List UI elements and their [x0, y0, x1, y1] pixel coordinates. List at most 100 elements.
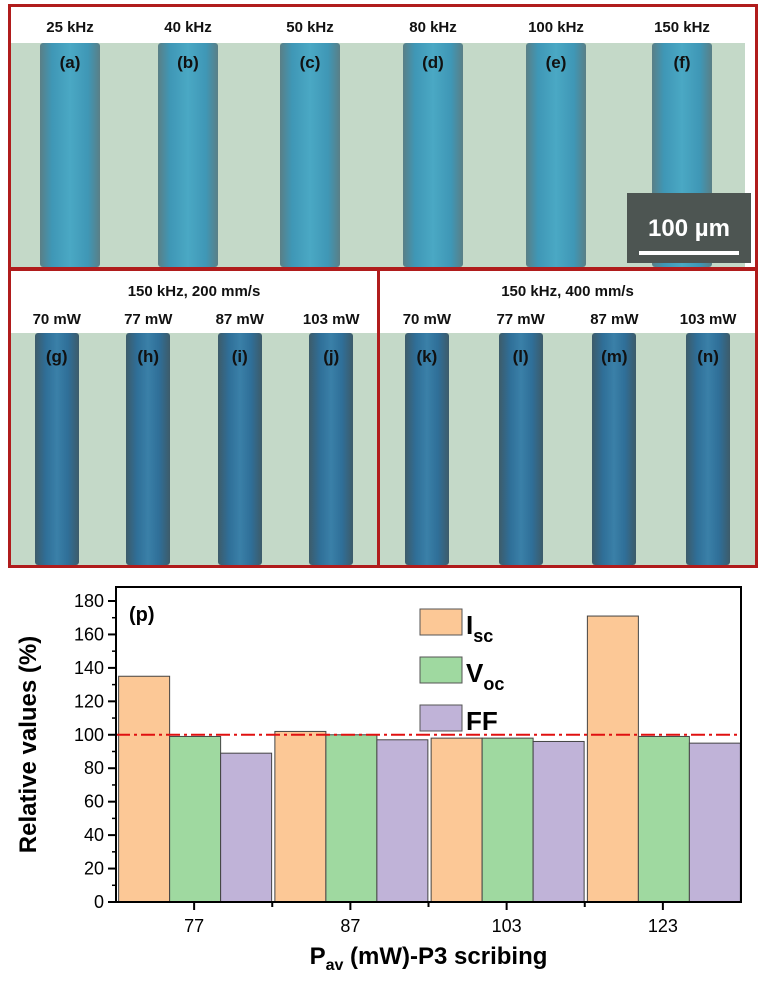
x-tick-label: 103 — [492, 916, 522, 936]
scribe-line — [404, 333, 449, 565]
power-label: 70 mW — [32, 311, 81, 328]
micrograph — [102, 333, 194, 565]
scribe-line — [158, 43, 218, 267]
frequency-label: 40 kHz — [164, 19, 212, 36]
x-tick-label: 87 — [340, 916, 360, 936]
y-tick-label: 80 — [84, 758, 104, 778]
legend-swatch — [419, 656, 463, 684]
y-tick-label: 40 — [84, 825, 104, 845]
power-label: 103 mW — [679, 311, 737, 328]
sublabel: (b) — [177, 53, 199, 72]
sublabel: (g) — [45, 347, 68, 366]
sublabel: (i) — [231, 347, 248, 366]
bar-ff — [376, 739, 429, 903]
micrograph — [380, 333, 474, 565]
bar-ff — [220, 752, 273, 903]
bar-voc — [169, 735, 222, 903]
bar-isc — [118, 675, 171, 903]
x-axis-label-part: P — [310, 943, 326, 970]
x-axis-label: Pav (mW)-P3 scribing — [310, 943, 548, 974]
power-label: 77 mW — [124, 311, 173, 328]
micrograph — [285, 333, 377, 565]
y-tick-label: 20 — [84, 859, 104, 879]
bar-ff — [688, 742, 741, 903]
frequency-label: 150 kHz — [654, 19, 710, 36]
micrograph — [129, 43, 247, 267]
x-axis-label-part: (mW)-P3 scribing — [343, 943, 547, 970]
micrograph — [493, 43, 619, 267]
power-label: 70 mW — [402, 311, 452, 328]
left-panel: 150 kHz, 200 mm/s 70 mW (g) 77 mW (h) 87 mW (i… — [8, 268, 380, 568]
micrograph — [194, 333, 286, 565]
frequency-label: 50 kHz — [286, 19, 334, 36]
bar-voc — [481, 737, 534, 903]
scribe-line — [280, 43, 340, 267]
plot-frame — [115, 586, 742, 903]
legend-main: FF — [466, 706, 498, 736]
panel-title: 150 kHz, 400 mm/s — [501, 283, 634, 300]
power-label: 87 mW — [590, 311, 639, 328]
power-label: 87 mW — [215, 311, 264, 328]
micrograph — [11, 333, 103, 565]
scribe-line — [34, 333, 79, 565]
micrograph — [11, 43, 129, 267]
legend-main: V — [466, 658, 484, 688]
bar-isc — [274, 730, 327, 903]
micrograph — [373, 43, 493, 267]
y-tick-label: 100 — [74, 725, 104, 745]
bar-voc — [637, 735, 690, 903]
micrograph — [661, 333, 755, 565]
legend-sub: oc — [483, 674, 504, 694]
micrograph — [473, 333, 568, 565]
scribe-line — [309, 333, 354, 565]
frequency-label: 80 kHz — [409, 19, 457, 36]
scribe-line — [217, 333, 262, 565]
sublabel: (j) — [323, 347, 340, 366]
scale-bar: 100 µm — [627, 193, 751, 263]
bar-isc — [430, 737, 483, 903]
bar-chart: 77 87 103 123 0 20 40 60 80 100 120 140 160 180 Relati… — [15, 586, 742, 974]
y-tick-label: 140 — [74, 658, 104, 678]
scribe-line — [592, 333, 637, 565]
scribe-line — [403, 43, 463, 267]
x-tick-label: 123 — [648, 916, 678, 936]
legend-sub: sc — [473, 626, 493, 646]
micrograph — [567, 333, 662, 565]
right-panel: 150 kHz, 400 mm/s 70 mW (k) 77 mW (l) 87 mW (m… — [377, 268, 758, 568]
bar-ff — [532, 740, 585, 903]
x-axis-label-part: av — [326, 957, 344, 974]
sublabel: (l) — [512, 347, 529, 366]
frequency-label: 100 kHz — [528, 19, 584, 36]
y-tick-label: 160 — [74, 624, 104, 644]
legend-label: Voc — [466, 658, 504, 694]
x-tick-label: 77 — [184, 916, 204, 936]
bar-voc — [325, 734, 378, 903]
scribe-line — [526, 43, 586, 267]
y-tick-label: 120 — [74, 691, 104, 711]
scribe-line — [40, 43, 100, 267]
legend-swatch — [419, 608, 463, 636]
legend-main: I — [466, 610, 473, 640]
y-tick-label: 180 — [74, 591, 104, 611]
sublabel: (n) — [697, 347, 719, 366]
bar-isc — [586, 615, 639, 903]
scribe-line — [498, 333, 543, 565]
scribe-line — [686, 333, 731, 565]
sublabel: (m) — [601, 347, 628, 366]
power-label: 103 mW — [302, 311, 360, 328]
sublabel: (h) — [137, 347, 160, 366]
legend-label: Isc — [466, 610, 493, 646]
y-axis-label: Relative values (%) — [15, 636, 42, 853]
panel-title: 150 kHz, 200 mm/s — [127, 283, 261, 300]
sublabel: (d) — [422, 53, 444, 72]
frequency-label: 25 kHz — [46, 19, 94, 36]
scribe-line — [126, 333, 171, 565]
legend-label: FF — [466, 706, 498, 736]
power-label: 77 mW — [496, 311, 545, 328]
sublabel: (k) — [416, 347, 438, 366]
y-tick-label: 0 — [94, 892, 104, 912]
y-tick-label: 60 — [84, 792, 104, 812]
panel-label: (p) — [129, 604, 155, 626]
legend-swatch — [419, 704, 463, 732]
top-panel: 25 kHz (a) 40 kHz (b) 50 kHz (c) 80 kHz (d) 100 … — [8, 4, 758, 270]
